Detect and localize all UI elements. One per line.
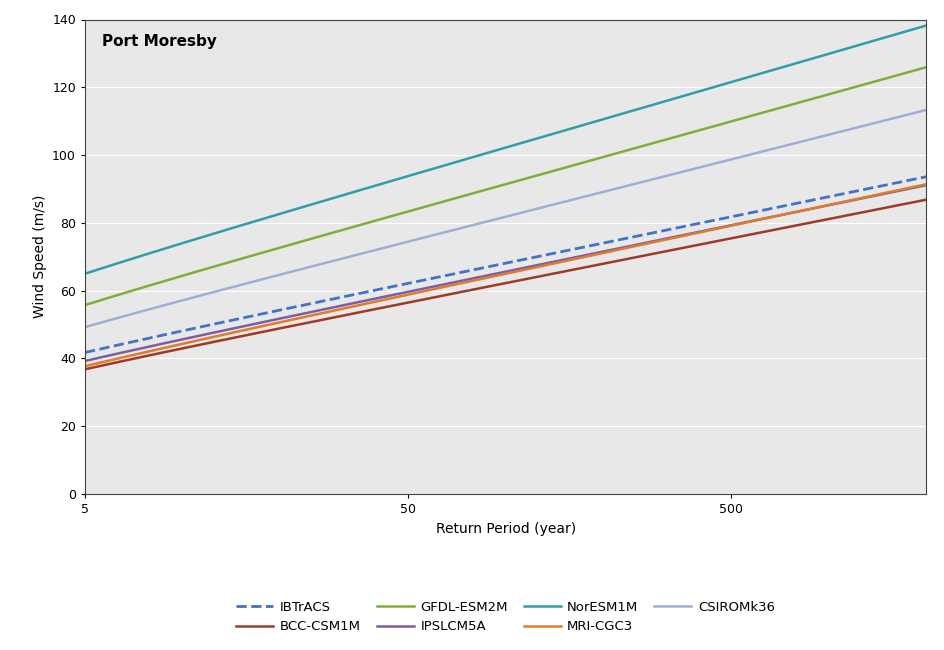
- MRI-CGC3: [479, 274, 490, 282]
- Line: NorESM1M: NorESM1M: [85, 25, 925, 274]
- BCC-CSM1M: [483, 282, 495, 290]
- IBTrACS: [534, 252, 546, 260]
- Line: IBTrACS: IBTrACS: [85, 177, 925, 352]
- IPSLCM5A: [79, 357, 91, 365]
- Line: BCC-CSM1M: BCC-CSM1M: [85, 200, 925, 369]
- NorESM1M: [79, 270, 91, 278]
- NorESM1M: [767, 66, 779, 73]
- MRI-CGC3: [900, 185, 911, 192]
- NorESM1M: [534, 134, 546, 142]
- CSIROMk36: [483, 217, 495, 225]
- IPSLCM5A: [767, 213, 779, 220]
- MRI-CGC3: [767, 213, 779, 220]
- GFDL-ESM2M: [79, 301, 91, 309]
- IPSLCM5A: [534, 261, 546, 268]
- Line: CSIROMk36: CSIROMk36: [85, 110, 925, 327]
- BCC-CSM1M: [900, 200, 911, 207]
- Line: GFDL-ESM2M: GFDL-ESM2M: [85, 67, 925, 305]
- IBTrACS: [580, 243, 591, 251]
- IBTrACS: [900, 177, 911, 185]
- NorESM1M: [580, 120, 591, 128]
- BCC-CSM1M: [580, 263, 591, 271]
- IBTrACS: [919, 173, 931, 181]
- Text: Port Moresby: Port Moresby: [102, 34, 216, 49]
- NorESM1M: [919, 21, 931, 29]
- IBTrACS: [479, 264, 490, 272]
- Y-axis label: Wind Speed (m/s): Wind Speed (m/s): [32, 195, 46, 318]
- NorESM1M: [900, 27, 911, 35]
- IPSLCM5A: [919, 181, 931, 189]
- GFDL-ESM2M: [580, 158, 591, 166]
- MRI-CGC3: [580, 253, 591, 261]
- CSIROMk36: [534, 204, 546, 212]
- Legend: IBTrACS, BCC-CSM1M, GFDL-ESM2M, IPSLCM5A, NorESM1M, MRI-CGC3, CSIROMk36: IBTrACS, BCC-CSM1M, GFDL-ESM2M, IPSLCM5A…: [231, 595, 779, 639]
- GFDL-ESM2M: [479, 186, 490, 194]
- IBTrACS: [767, 204, 779, 212]
- BCC-CSM1M: [79, 365, 91, 373]
- NorESM1M: [479, 150, 490, 158]
- MRI-CGC3: [483, 273, 495, 281]
- BCC-CSM1M: [919, 196, 931, 203]
- CSIROMk36: [479, 218, 490, 226]
- BCC-CSM1M: [767, 226, 779, 233]
- BCC-CSM1M: [534, 272, 546, 280]
- GFDL-ESM2M: [767, 105, 779, 113]
- MRI-CGC3: [919, 180, 931, 188]
- MRI-CGC3: [79, 362, 91, 370]
- GFDL-ESM2M: [483, 185, 495, 192]
- IPSLCM5A: [900, 185, 911, 193]
- CSIROMk36: [900, 111, 911, 119]
- Line: MRI-CGC3: MRI-CGC3: [85, 184, 925, 366]
- NorESM1M: [483, 148, 495, 156]
- Line: IPSLCM5A: IPSLCM5A: [85, 185, 925, 361]
- GFDL-ESM2M: [534, 171, 546, 179]
- GFDL-ESM2M: [900, 69, 911, 77]
- CSIROMk36: [79, 323, 91, 331]
- IPSLCM5A: [479, 272, 490, 280]
- IPSLCM5A: [483, 271, 495, 279]
- CSIROMk36: [767, 144, 779, 152]
- CSIROMk36: [919, 106, 931, 114]
- IBTrACS: [79, 348, 91, 356]
- CSIROMk36: [580, 192, 591, 200]
- X-axis label: Return Period (year): Return Period (year): [435, 521, 575, 536]
- MRI-CGC3: [534, 263, 546, 270]
- BCC-CSM1M: [479, 283, 490, 291]
- IBTrACS: [483, 263, 495, 270]
- GFDL-ESM2M: [919, 63, 931, 71]
- IPSLCM5A: [580, 252, 591, 259]
